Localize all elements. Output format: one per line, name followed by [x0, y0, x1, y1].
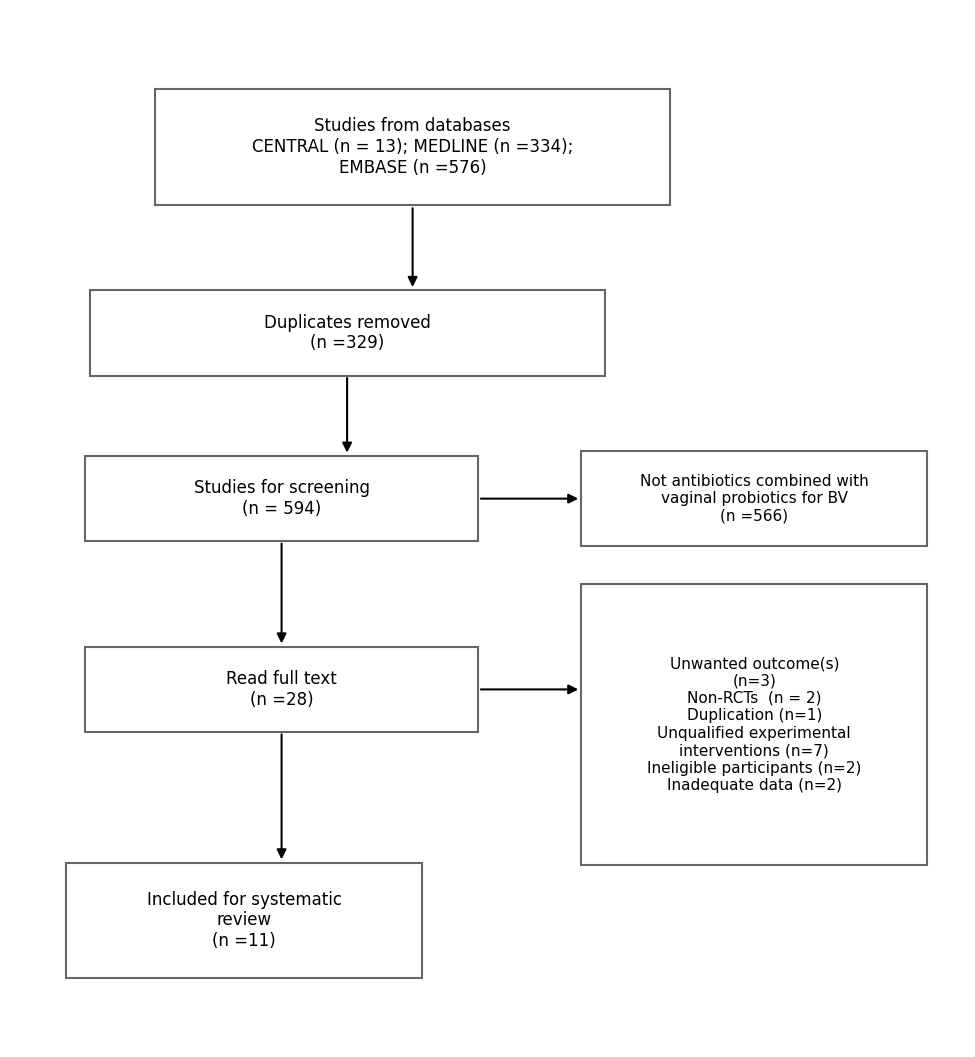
- FancyBboxPatch shape: [90, 291, 605, 375]
- Text: Read full text
(n =28): Read full text (n =28): [226, 670, 337, 709]
- Text: Included for systematic
review
(n =11): Included for systematic review (n =11): [146, 891, 341, 950]
- Text: Duplicates removed
(n =329): Duplicates removed (n =329): [263, 314, 431, 352]
- FancyBboxPatch shape: [66, 863, 422, 978]
- FancyBboxPatch shape: [155, 90, 670, 205]
- FancyBboxPatch shape: [581, 451, 927, 546]
- Text: Studies for screening
(n = 594): Studies for screening (n = 594): [194, 479, 370, 518]
- FancyBboxPatch shape: [85, 456, 478, 541]
- FancyBboxPatch shape: [85, 647, 478, 733]
- Text: Not antibiotics combined with
vaginal probiotics for BV
(n =566): Not antibiotics combined with vaginal pr…: [640, 474, 869, 523]
- Text: Studies from databases
CENTRAL (n = 13); MEDLINE (n =334);
EMBASE (n =576): Studies from databases CENTRAL (n = 13);…: [252, 117, 573, 177]
- Text: Unwanted outcome(s)
(n=3)
Non-RCTs  (n = 2)
Duplication (n=1)
Unqualified experi: Unwanted outcome(s) (n=3) Non-RCTs (n = …: [647, 656, 862, 793]
- FancyBboxPatch shape: [581, 583, 927, 865]
